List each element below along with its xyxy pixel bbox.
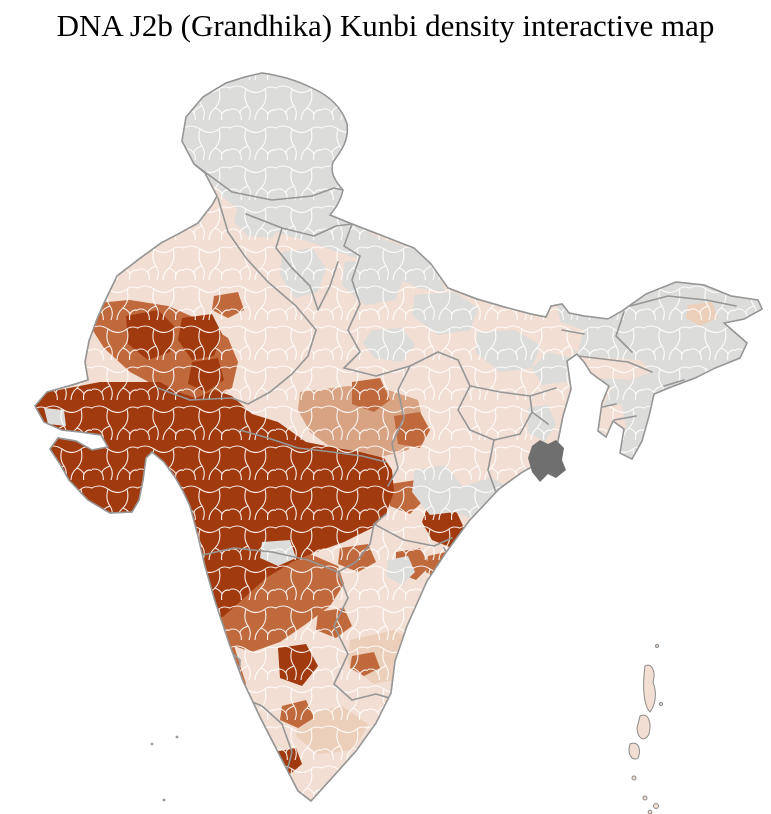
andaman-nicobar-islands[interactable] xyxy=(628,644,663,814)
state-borders xyxy=(157,163,737,783)
region-sundarbans-mangrove[interactable] xyxy=(528,440,566,482)
district-mesh-overlay xyxy=(35,73,762,801)
region-kerala-coast-gray-speck[interactable] xyxy=(212,694,230,712)
lakshadweep-islets[interactable] xyxy=(150,735,179,802)
map-title: DNA J2b (Grandhika) Kunbi density intera… xyxy=(56,8,715,43)
